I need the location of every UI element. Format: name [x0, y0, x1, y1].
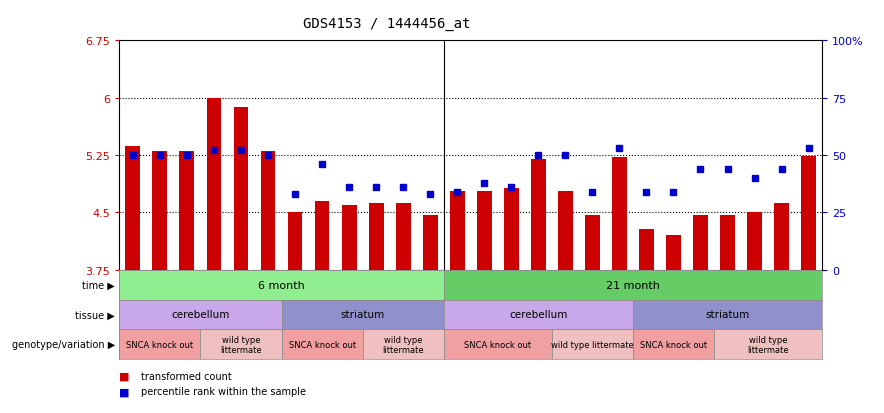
Bar: [423, 216, 438, 270]
Text: wild type littermate: wild type littermate: [551, 340, 634, 349]
Bar: [281, 330, 362, 359]
Text: genotype/variation ▶: genotype/variation ▶: [11, 339, 115, 349]
Text: transformed count: transformed count: [141, 371, 232, 381]
Bar: [444, 330, 552, 359]
Text: 21 month: 21 month: [606, 280, 659, 290]
Text: tissue ▶: tissue ▶: [75, 310, 115, 320]
Bar: [362, 330, 444, 359]
Text: wild type
littermate: wild type littermate: [220, 335, 262, 354]
Bar: [714, 330, 822, 359]
Text: SNCA knock out: SNCA knock out: [126, 340, 194, 349]
Text: striatum: striatum: [340, 310, 385, 320]
Text: ■: ■: [119, 371, 130, 381]
Text: wild type
littermate: wild type littermate: [383, 335, 424, 354]
Text: wild type
littermate: wild type littermate: [747, 335, 789, 354]
Text: ■: ■: [119, 387, 130, 396]
Bar: [747, 213, 762, 270]
Text: cerebellum: cerebellum: [171, 310, 230, 320]
Bar: [152, 152, 167, 270]
Text: cerebellum: cerebellum: [509, 310, 568, 320]
Bar: [444, 300, 633, 330]
Bar: [552, 330, 633, 359]
Bar: [233, 108, 248, 270]
Text: striatum: striatum: [705, 310, 750, 320]
Bar: [287, 213, 302, 270]
Bar: [207, 98, 221, 270]
Bar: [531, 159, 545, 270]
Bar: [558, 192, 573, 270]
Text: time ▶: time ▶: [82, 280, 115, 290]
Bar: [444, 270, 822, 300]
Bar: [633, 330, 714, 359]
Text: SNCA knock out: SNCA knock out: [288, 340, 355, 349]
Text: GDS4153 / 1444456_at: GDS4153 / 1444456_at: [302, 17, 470, 31]
Bar: [261, 152, 276, 270]
Bar: [801, 157, 816, 270]
Bar: [126, 147, 141, 270]
Bar: [315, 202, 330, 270]
Bar: [179, 152, 194, 270]
Bar: [369, 204, 384, 270]
Bar: [341, 205, 356, 270]
Bar: [119, 270, 444, 300]
Bar: [504, 188, 519, 270]
Bar: [201, 330, 281, 359]
Bar: [612, 158, 627, 270]
Bar: [633, 300, 822, 330]
Bar: [585, 215, 600, 270]
Bar: [396, 204, 410, 270]
Text: SNCA knock out: SNCA knock out: [640, 340, 707, 349]
Text: 6 month: 6 month: [258, 280, 305, 290]
Text: percentile rank within the sample: percentile rank within the sample: [141, 387, 307, 396]
Bar: [774, 204, 789, 270]
Bar: [476, 192, 492, 270]
Bar: [281, 300, 444, 330]
Bar: [666, 236, 681, 270]
Bar: [720, 215, 735, 270]
Bar: [119, 300, 281, 330]
Bar: [119, 330, 201, 359]
Bar: [639, 230, 654, 270]
Text: SNCA knock out: SNCA knock out: [464, 340, 531, 349]
Bar: [693, 215, 708, 270]
Bar: [450, 192, 465, 270]
